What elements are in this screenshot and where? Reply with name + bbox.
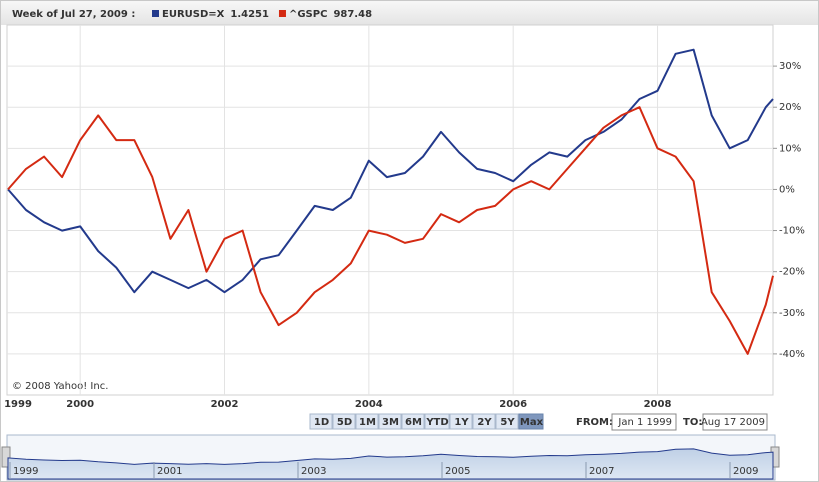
navigator-label: 2005 (445, 466, 470, 477)
legend-name: ^GSPC (289, 9, 327, 20)
range-button-label[interactable]: 5Y (500, 417, 515, 428)
legend-value: 1.4251 (230, 9, 269, 20)
from-label: FROM: (576, 417, 613, 428)
range-button[interactable] (495, 413, 519, 430)
header: Week of Jul 27, 2009 : (12, 9, 135, 20)
to-label: TO: (683, 417, 702, 428)
navigator-label: 1999 (13, 466, 38, 477)
range-button[interactable] (332, 413, 356, 430)
range-button-label[interactable]: Max (520, 417, 544, 428)
range-button-label[interactable]: 1M (359, 417, 376, 428)
from-value[interactable]: Jan 1 1999 (617, 417, 672, 428)
navigator-label: 2003 (301, 466, 326, 477)
y-tick-label: -10% (779, 226, 805, 237)
range-button[interactable] (449, 413, 473, 430)
legend-swatch (152, 10, 159, 17)
legend-value: 987.48 (333, 9, 372, 20)
nav-handle-left[interactable] (1, 446, 11, 468)
y-tick-label: 20% (779, 102, 801, 113)
legend-swatch (278, 10, 286, 17)
navigator-area (7, 448, 774, 480)
x-tick-label: 2000 (66, 399, 94, 410)
range-button-label[interactable]: 6M (405, 417, 422, 428)
from-input[interactable] (611, 413, 677, 431)
range-button[interactable] (378, 413, 402, 430)
y-tick-label: -20% (779, 267, 805, 278)
navigator-label: 2009 (733, 466, 758, 477)
header-bar (1, 1, 818, 25)
range-button-label[interactable]: 3M (382, 417, 399, 428)
legend-name: EURUSD=X (162, 9, 225, 20)
x-tick-label: 2004 (355, 399, 383, 410)
range-button-label[interactable]: 1D (314, 417, 329, 428)
to-input[interactable] (702, 413, 768, 431)
range-button[interactable] (309, 413, 333, 430)
y-tick-label: 0% (779, 184, 795, 195)
series-line (7, 48, 774, 294)
range-button[interactable] (518, 413, 544, 430)
y-tick-label: -40% (779, 349, 805, 360)
range-button-label[interactable]: YTD (425, 417, 448, 428)
plot-area (6, 24, 774, 396)
range-button-label[interactable]: 5D (337, 417, 352, 428)
x-tick-label: 2002 (211, 399, 239, 410)
copyright: © 2008 Yahoo! Inc. (12, 381, 108, 392)
navigator-label: 2007 (589, 466, 614, 477)
x-tick-label: 1999 (4, 399, 32, 410)
range-button[interactable] (424, 413, 450, 430)
x-tick-label: 2008 (644, 399, 672, 410)
range-button[interactable] (401, 413, 425, 430)
y-tick-label: 30% (779, 61, 801, 72)
x-tick-label: 2006 (499, 399, 527, 410)
y-tick-label: -30% (779, 308, 805, 319)
navigator-label: 2001 (157, 466, 182, 477)
y-tick-label: 10% (779, 143, 801, 154)
to-value[interactable]: Aug 17 2009 (701, 417, 765, 428)
range-button-label[interactable]: 2Y (477, 417, 492, 428)
range-button[interactable] (472, 413, 496, 430)
series-line (7, 106, 774, 355)
range-button[interactable] (355, 413, 379, 430)
range-button-label[interactable]: 1Y (454, 417, 469, 428)
